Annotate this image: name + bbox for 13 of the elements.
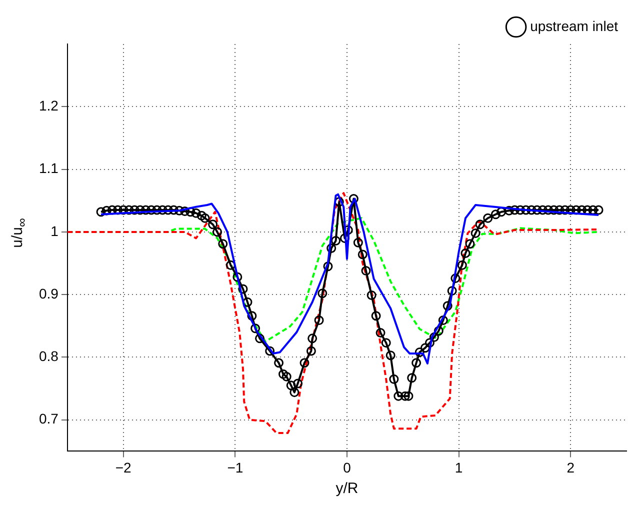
- y-tick-label: 0.9: [38, 285, 59, 302]
- y-tick-label: 1: [50, 222, 59, 239]
- x-tick-label: 1: [454, 459, 463, 476]
- x-tick-label: 0: [343, 459, 352, 476]
- y-tick-label: 0.8: [38, 348, 59, 364]
- x-axis-title: y/R: [336, 480, 358, 498]
- x-tick-label: −2: [115, 459, 132, 476]
- legend-label: upstream inlet: [530, 18, 618, 34]
- y-tick-label: 0.7: [38, 410, 59, 427]
- y-tick-label: 1.1: [38, 160, 59, 176]
- x-tick-label: 2: [566, 459, 575, 476]
- x-tick-label: −1: [227, 459, 244, 476]
- y-tick-label: 1.2: [38, 98, 59, 114]
